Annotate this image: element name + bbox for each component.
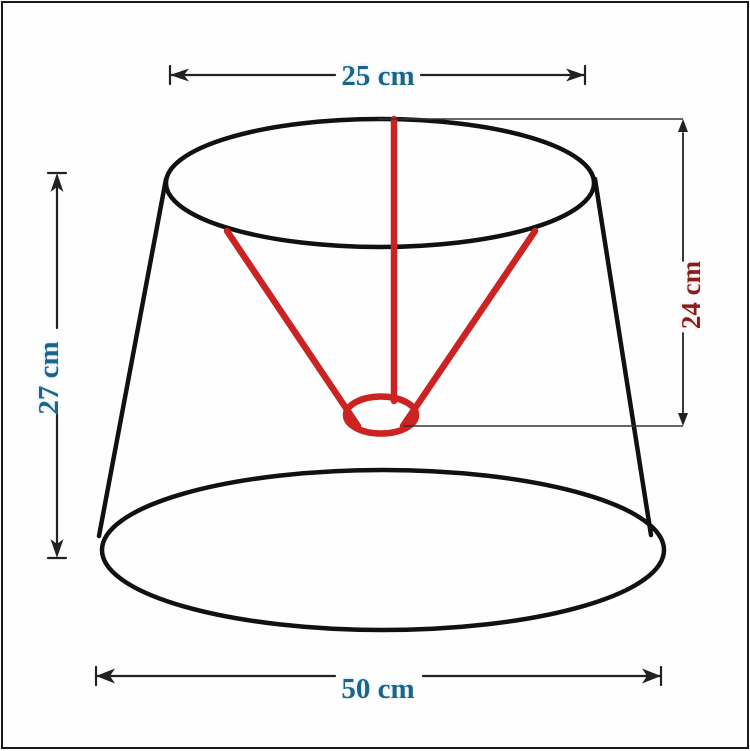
svg-text:25 cm: 25 cm <box>341 60 414 92</box>
svg-text:27 cm: 27 cm <box>33 341 65 414</box>
svg-text:50 cm: 50 cm <box>341 673 414 705</box>
svg-text:24 cm: 24 cm <box>676 260 706 329</box>
